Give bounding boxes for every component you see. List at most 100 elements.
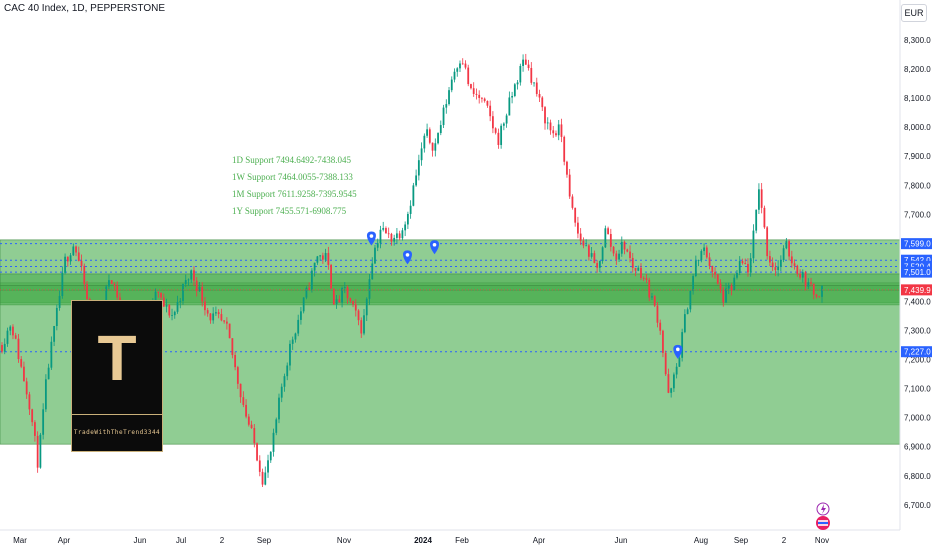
candle <box>305 287 308 298</box>
candle <box>494 128 497 133</box>
candle <box>247 416 250 425</box>
candle <box>768 256 771 263</box>
candle <box>445 104 448 108</box>
x-tick-label: Jun <box>615 536 628 545</box>
candle <box>420 148 423 161</box>
candle <box>508 97 511 116</box>
candle <box>670 388 673 393</box>
candle <box>176 302 179 312</box>
candle <box>626 249 629 252</box>
current-price-bg <box>901 284 932 296</box>
candle <box>777 266 780 271</box>
candle <box>705 247 708 258</box>
candle <box>593 253 596 264</box>
candle <box>225 321 228 324</box>
candle <box>673 374 675 389</box>
candle <box>201 286 204 302</box>
x-tick-label: Jul <box>176 536 186 545</box>
candle <box>760 189 763 208</box>
candle <box>774 267 777 271</box>
candle <box>683 314 686 333</box>
candle <box>807 282 810 287</box>
candle <box>300 311 302 320</box>
candle <box>582 240 585 246</box>
y-tick-label: 8,300.0 <box>904 36 931 45</box>
candle <box>596 263 599 268</box>
candle <box>821 286 823 297</box>
candle <box>464 63 467 68</box>
candle <box>527 64 530 68</box>
candle <box>659 322 662 331</box>
candle <box>335 299 338 305</box>
candle <box>215 312 217 314</box>
candle <box>212 313 215 321</box>
candle <box>324 253 327 260</box>
candle <box>44 379 47 410</box>
candle <box>513 84 516 97</box>
candle <box>116 285 119 298</box>
candle <box>736 272 738 278</box>
candle <box>653 296 656 306</box>
candle <box>640 267 642 278</box>
candle <box>385 228 387 234</box>
candle <box>278 397 280 420</box>
candle <box>55 307 58 326</box>
candle <box>801 272 804 278</box>
candle <box>796 265 799 274</box>
candle <box>168 305 171 316</box>
candle <box>209 313 212 321</box>
indicator-icons <box>816 502 830 530</box>
candle <box>9 326 12 331</box>
candle <box>195 280 198 291</box>
candle <box>560 124 563 137</box>
candle <box>662 330 664 353</box>
candle <box>409 205 412 214</box>
candle <box>744 263 747 264</box>
candle <box>310 270 313 290</box>
candle <box>758 189 760 210</box>
candle <box>694 260 697 276</box>
candle <box>256 443 258 461</box>
candle <box>442 107 445 126</box>
candle <box>579 233 582 241</box>
candle <box>231 338 234 356</box>
candle <box>182 283 184 301</box>
candle <box>601 247 604 262</box>
y-tick-label: 6,700.0 <box>904 501 931 510</box>
candle <box>428 129 431 143</box>
candle <box>568 174 571 197</box>
candle <box>264 472 267 485</box>
level-label-3: 7,501.0 <box>904 268 931 277</box>
candle <box>752 230 755 259</box>
candle <box>448 90 450 105</box>
candle <box>703 247 705 252</box>
candle <box>250 424 253 429</box>
candle <box>763 207 766 228</box>
y-tick-label: 7,100.0 <box>904 385 931 394</box>
candle <box>173 311 176 316</box>
lightning-glyph <box>821 504 826 514</box>
candle <box>404 224 407 231</box>
marker-pin-icon-3 <box>673 344 683 359</box>
candle <box>234 355 237 368</box>
current-price-label: 7,439.9 <box>904 286 931 295</box>
candle <box>810 282 812 284</box>
level-label-bg-4 <box>901 346 932 358</box>
candle <box>193 270 195 281</box>
candle <box>190 270 193 280</box>
candle <box>675 366 678 375</box>
x-tick-label: Apr <box>533 536 546 545</box>
candle <box>423 135 426 149</box>
candle <box>426 129 428 136</box>
candle <box>815 294 818 297</box>
candle <box>549 122 552 131</box>
candle <box>788 241 790 257</box>
y-tick-label: 8,000.0 <box>904 123 931 132</box>
currency-button[interactable]: EUR <box>901 4 927 22</box>
support-1w-label: 1W Support 7464.0055-7388.133 <box>232 172 353 182</box>
marker-pin-dot-3 <box>676 347 680 352</box>
level-label-bg-3 <box>901 266 932 278</box>
candle <box>516 82 519 85</box>
candle <box>42 409 45 435</box>
